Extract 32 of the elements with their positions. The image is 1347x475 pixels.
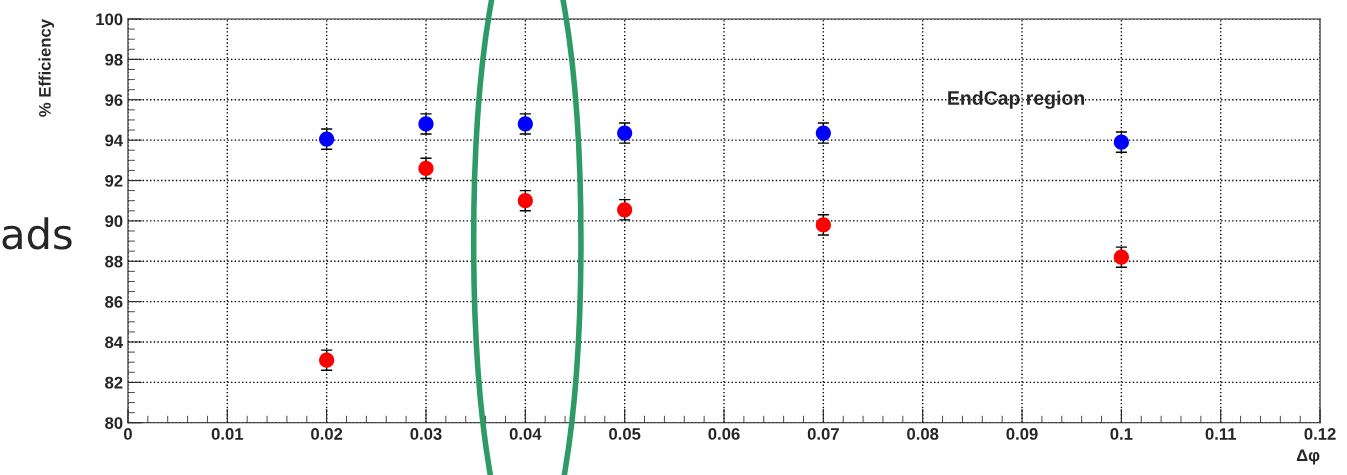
x-tick-label: 0.03	[410, 428, 442, 440]
x-tick-label: 0.09	[1006, 428, 1038, 440]
x-tick-label: 0.04	[509, 428, 542, 440]
y-tick-label: 88	[105, 255, 123, 268]
x-tick-label: 0.02	[311, 428, 343, 440]
x-tick-label: 0.1	[1110, 428, 1133, 440]
x-tick-label: 0.01	[211, 428, 244, 440]
point	[517, 193, 533, 209]
y-tick-label: 100	[96, 13, 123, 26]
y-tick-label: 94	[105, 134, 124, 147]
x-tick-label: 0.12	[1304, 428, 1336, 440]
y-tick-label: 98	[105, 53, 123, 66]
x-tick-label: 0	[123, 428, 132, 440]
y-tick-label: 92	[105, 174, 123, 187]
text: ads	[2, 217, 72, 250]
y-axis-title: % Efficiency	[38, 19, 55, 117]
y-tick-label: 96	[105, 94, 123, 106]
x-tick-label: 0.08	[907, 428, 939, 440]
point	[1113, 249, 1129, 265]
point	[617, 202, 633, 218]
x-tick-label: 0.05	[609, 428, 641, 440]
y-tick-label: 84	[105, 336, 124, 349]
y-tick-label: 86	[105, 296, 123, 308]
point	[418, 160, 434, 176]
x-tick-label: 0.06	[708, 428, 740, 440]
x-tick-label: 0.07	[807, 428, 839, 440]
x-tick-label: 0.11	[1205, 428, 1237, 440]
y-tick-label: 80	[105, 417, 123, 429]
x-axis-title: Δφ	[1296, 449, 1320, 465]
annotation: EndCap region	[948, 90, 1085, 109]
y-tick-label: 90	[105, 215, 123, 228]
y-tick-label: 82	[105, 376, 123, 389]
